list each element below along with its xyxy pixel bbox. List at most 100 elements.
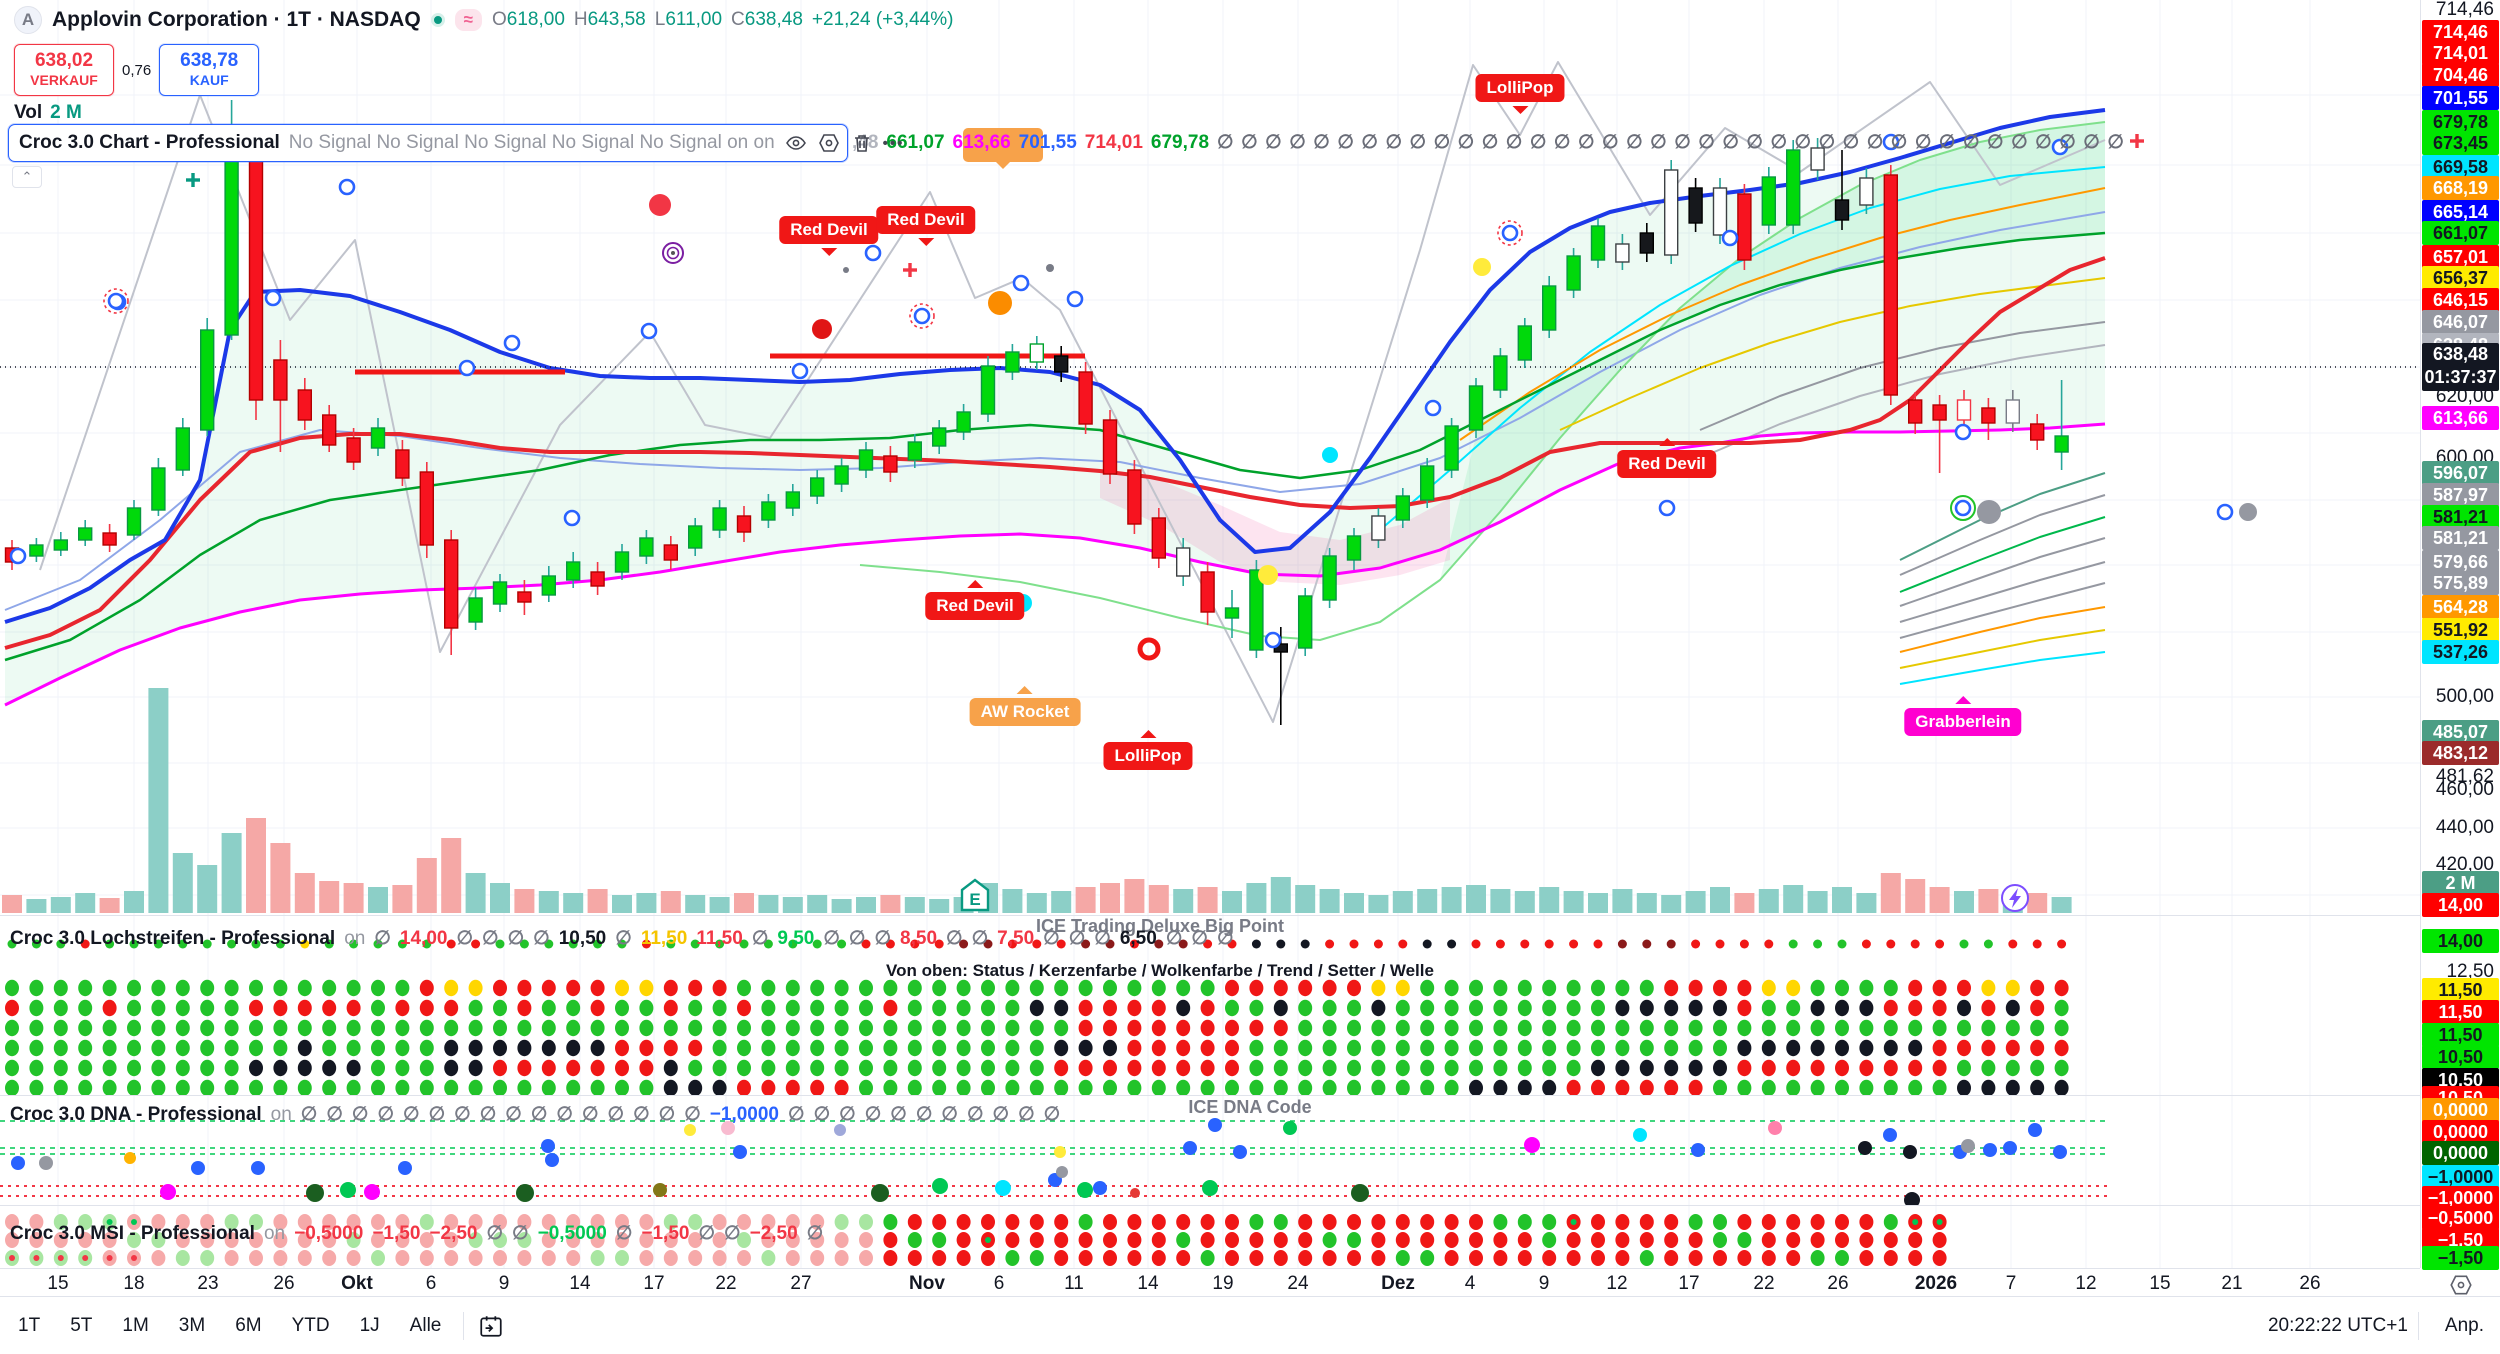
- chart-indicator-legend[interactable]: Croc 3.0 Chart - Professional No Signal …: [8, 124, 902, 162]
- msi-dot: [224, 1232, 239, 1248]
- lochstreifen-pane-svg[interactable]: [0, 916, 2420, 1096]
- signal-label-red-devil[interactable]: Red Devil: [876, 206, 976, 246]
- msi-pane-svg[interactable]: [0, 1206, 2420, 1268]
- pane-separator[interactable]: [0, 915, 2420, 916]
- price-badge: 579,66: [2422, 550, 2499, 574]
- matrix-dot: [395, 1059, 410, 1077]
- range-button-1j[interactable]: 1J: [359, 1314, 380, 1336]
- mini-dot: [251, 939, 261, 949]
- line-grayB: [1699, 344, 2106, 459]
- time-axis[interactable]: 15 18 23 26 Okt 6 9 14 17 22 27 Nov 6 11 14 19 24 Dez 4 9 12…: [0, 1268, 2420, 1296]
- dna-pane-svg[interactable]: [0, 1096, 2420, 1206]
- matrix-dot: [249, 999, 263, 1017]
- matrix-dot: [249, 1079, 263, 1096]
- mini-dot: [422, 939, 432, 949]
- matrix-dot: [1566, 979, 1581, 997]
- signal-label-aw-rocket[interactable]: AW Rocket: [969, 686, 1081, 726]
- range-button-1m[interactable]: 1M: [122, 1314, 149, 1336]
- matrix-dot: [639, 1019, 654, 1037]
- matrix-dot: [78, 1059, 93, 1077]
- eye-icon[interactable]: [784, 130, 808, 156]
- main-chart-svg[interactable]: E: [0, 0, 2420, 916]
- matrix-dot: [1908, 979, 1923, 997]
- matrix-dot: [53, 1019, 68, 1037]
- approx-data-icon[interactable]: ≈: [454, 9, 482, 31]
- buy-button[interactable]: 638,78 KAUF: [159, 44, 260, 96]
- candle-body: [1859, 177, 1874, 206]
- price-badge: 646,15: [2422, 288, 2499, 312]
- chart-area[interactable]: E: [0, 0, 2420, 1354]
- matrix-dot: [1273, 999, 1288, 1017]
- msi-dot: [1713, 1250, 1727, 1266]
- msi-dot: [1542, 1232, 1557, 1248]
- adjust-button[interactable]: Anp.: [2444, 1314, 2484, 1336]
- range-button-6m[interactable]: 6M: [235, 1314, 262, 1336]
- symbol-title[interactable]: Applovin Corporation · 1T · NASDAQ: [52, 8, 421, 31]
- indicator-title[interactable]: Croc 3.0 Chart - Professional: [19, 132, 280, 153]
- matrix-dot: [127, 999, 141, 1017]
- signal-label-lollipop[interactable]: LolliPop: [1475, 74, 1565, 114]
- price-scale[interactable]: 714,46 620,00 600,00 500,00 481,62 460,00 440,…: [2420, 0, 2500, 1270]
- msi-dot: [981, 1250, 995, 1266]
- time-label: 18: [123, 1273, 145, 1294]
- matrix-dot: [2005, 1039, 2020, 1057]
- signal-label-lollipop[interactable]: LolliPop: [1103, 730, 1193, 770]
- range-button-alle[interactable]: Alle: [409, 1314, 442, 1336]
- msi-dot: [273, 1232, 288, 1248]
- matrix-dot: [1249, 979, 1264, 997]
- msi-dot: [1615, 1232, 1630, 1248]
- volume-legend[interactable]: Vol 2 M: [14, 102, 82, 123]
- indicator-legend[interactable]: Croc 3.0 MSI - Professional on −0,5000 −1,5…: [10, 1222, 824, 1245]
- matrix-dot: [78, 1039, 93, 1057]
- pane-separator[interactable]: [0, 1205, 2420, 1206]
- indicator-legend[interactable]: Croc 3.0 DNA - Professional on ∅ ∅ ∅ ∅ ∅ ∅ ∅ ∅ ∅ ∅ ∅…: [10, 1103, 1061, 1126]
- go-to-date-icon[interactable]: [474, 1311, 508, 1341]
- time-label: 21: [2221, 1273, 2243, 1294]
- no-signal-glyph: ∅: [1265, 132, 1282, 153]
- dna-dot: [160, 1184, 176, 1200]
- market-status-icon[interactable]: [430, 13, 445, 27]
- matrix-dot: [444, 1079, 459, 1096]
- no-signal-glyph: ∅: [1217, 132, 1234, 153]
- msi-dot: [1810, 1214, 1825, 1230]
- scale-gear-icon[interactable]: [2448, 1272, 2478, 1298]
- pane-separator[interactable]: [0, 1095, 2420, 1096]
- mini-dot: [910, 939, 920, 949]
- settings-icon[interactable]: [817, 130, 841, 156]
- no-signal-glyph: ∅: [2011, 132, 2028, 153]
- indicator-legend[interactable]: Croc 3.0 Lochstreifen - Professional on ∅ 1…: [10, 927, 1234, 950]
- candle-body: [1883, 174, 1899, 396]
- matrix-dot: [1859, 999, 1874, 1017]
- signal-label-red-devil[interactable]: Red Devil: [925, 580, 1025, 620]
- matrix-dot: [1981, 1039, 1996, 1057]
- matrix-dot: [1713, 1019, 1727, 1037]
- time-label: Dez: [1381, 1273, 1415, 1294]
- range-button-3m[interactable]: 3M: [178, 1314, 206, 1336]
- msi-dot: [493, 1232, 507, 1248]
- more-options-icon[interactable]: •••: [882, 134, 905, 152]
- clock[interactable]: 20:22:22 UTC+1: [2267, 1314, 2408, 1336]
- signal-label-red-devil[interactable]: Red Devil: [1617, 438, 1717, 478]
- matrix-dot: [883, 1039, 898, 1057]
- signal-label-red-devil[interactable]: Red Devil: [779, 216, 879, 256]
- candle-body: [1810, 147, 1825, 171]
- matrix-dot: [1298, 1019, 1313, 1037]
- msi-dot: [1395, 1214, 1410, 1230]
- collapse-legend-button[interactable]: ⌃: [12, 166, 42, 188]
- matrix-dot: [322, 1079, 337, 1096]
- volume-bar: [392, 885, 413, 913]
- range-button-5t[interactable]: 5T: [70, 1314, 93, 1336]
- dna-dot: [1691, 1143, 1705, 1157]
- price-badge: 581,21: [2422, 526, 2499, 550]
- msi-dot: [468, 1214, 483, 1230]
- sell-button[interactable]: 638,02 VERKAUF: [14, 44, 114, 96]
- range-button-1t[interactable]: 1T: [18, 1314, 41, 1336]
- matrix-dot: [78, 979, 93, 997]
- matrix-dot: [1029, 1019, 1044, 1037]
- range-button-ytd[interactable]: YTD: [291, 1314, 330, 1336]
- matrix-dot: [1127, 979, 1142, 997]
- msi-dot: [1688, 1250, 1703, 1266]
- delete-icon[interactable]: [850, 130, 874, 156]
- symbol-logo[interactable]: A: [14, 6, 42, 34]
- signal-label-grabberlein[interactable]: Grabberlein: [1904, 696, 2022, 736]
